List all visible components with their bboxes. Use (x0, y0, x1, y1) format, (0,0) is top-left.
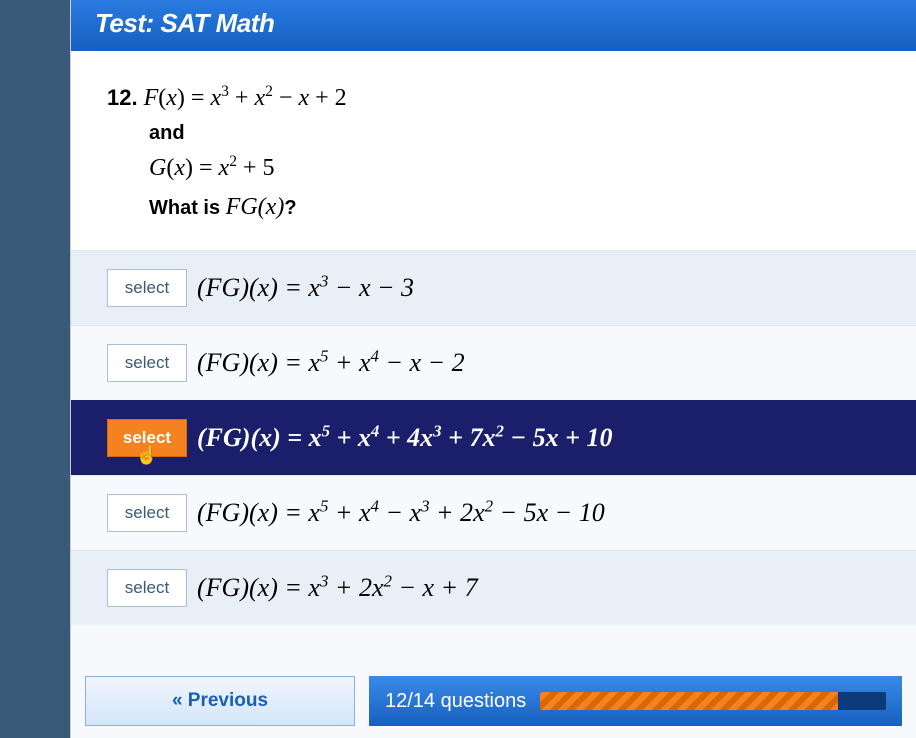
answer-option-4[interactable]: select (FG)(x) = x3 + 2x2 − x + 7 (71, 550, 916, 625)
quiz-app: Test: SAT Math 12.F(x) = x3 + x2 − x + 2… (70, 0, 916, 738)
progress-panel: 12/14 questions (369, 676, 902, 726)
function-f: F(x) = x3 + x2 − x + 2 (144, 85, 347, 111)
question-number: 12. (107, 85, 138, 110)
question-and: and (149, 117, 880, 149)
progress-fill (540, 692, 837, 710)
option-formula-4: (FG)(x) = x3 + 2x2 − x + 7 (197, 573, 478, 603)
select-button-3[interactable]: select (107, 494, 187, 532)
footer-bar: « Previous 12/14 questions (71, 676, 916, 726)
answer-option-0[interactable]: select (FG)(x) = x3 − x − 3 (71, 250, 916, 325)
select-button-0[interactable]: select (107, 269, 187, 307)
select-button-2[interactable]: select☝ (107, 419, 187, 457)
option-formula-1: (FG)(x) = x5 + x4 − x − 2 (197, 348, 465, 378)
previous-button[interactable]: « Previous (85, 676, 355, 726)
question-block: 12.F(x) = x3 + x2 − x + 2 and G(x) = x2 … (71, 51, 916, 250)
progress-bar (540, 692, 886, 710)
test-header: Test: SAT Math (71, 0, 916, 51)
question-prompt: What is FG(x)? (149, 188, 880, 226)
function-g: G(x) = x2 + 5 (149, 149, 880, 187)
answer-option-3[interactable]: select (FG)(x) = x5 + x4 − x3 + 2x2 − 5x … (71, 475, 916, 550)
progress-text: 12/14 questions (385, 690, 526, 713)
select-button-4[interactable]: select (107, 569, 187, 607)
option-formula-0: (FG)(x) = x3 − x − 3 (197, 273, 414, 303)
answer-option-1[interactable]: select (FG)(x) = x5 + x4 − x − 2 (71, 325, 916, 400)
cursor-icon: ☝ (136, 445, 158, 466)
question-line-1: 12.F(x) = x3 + x2 − x + 2 (107, 79, 880, 117)
option-formula-2: (FG)(x) = x5 + x4 + 4x3 + 7x2 − 5x + 10 (197, 423, 613, 453)
select-button-1[interactable]: select (107, 344, 187, 382)
test-title: Test: SAT Math (95, 8, 274, 38)
option-formula-3: (FG)(x) = x5 + x4 − x3 + 2x2 − 5x − 10 (197, 498, 605, 528)
answer-option-2[interactable]: select☝ (FG)(x) = x5 + x4 + 4x3 + 7x2 − 5… (71, 400, 916, 475)
answer-options: select (FG)(x) = x3 − x − 3 select (FG)(x) … (71, 250, 916, 625)
